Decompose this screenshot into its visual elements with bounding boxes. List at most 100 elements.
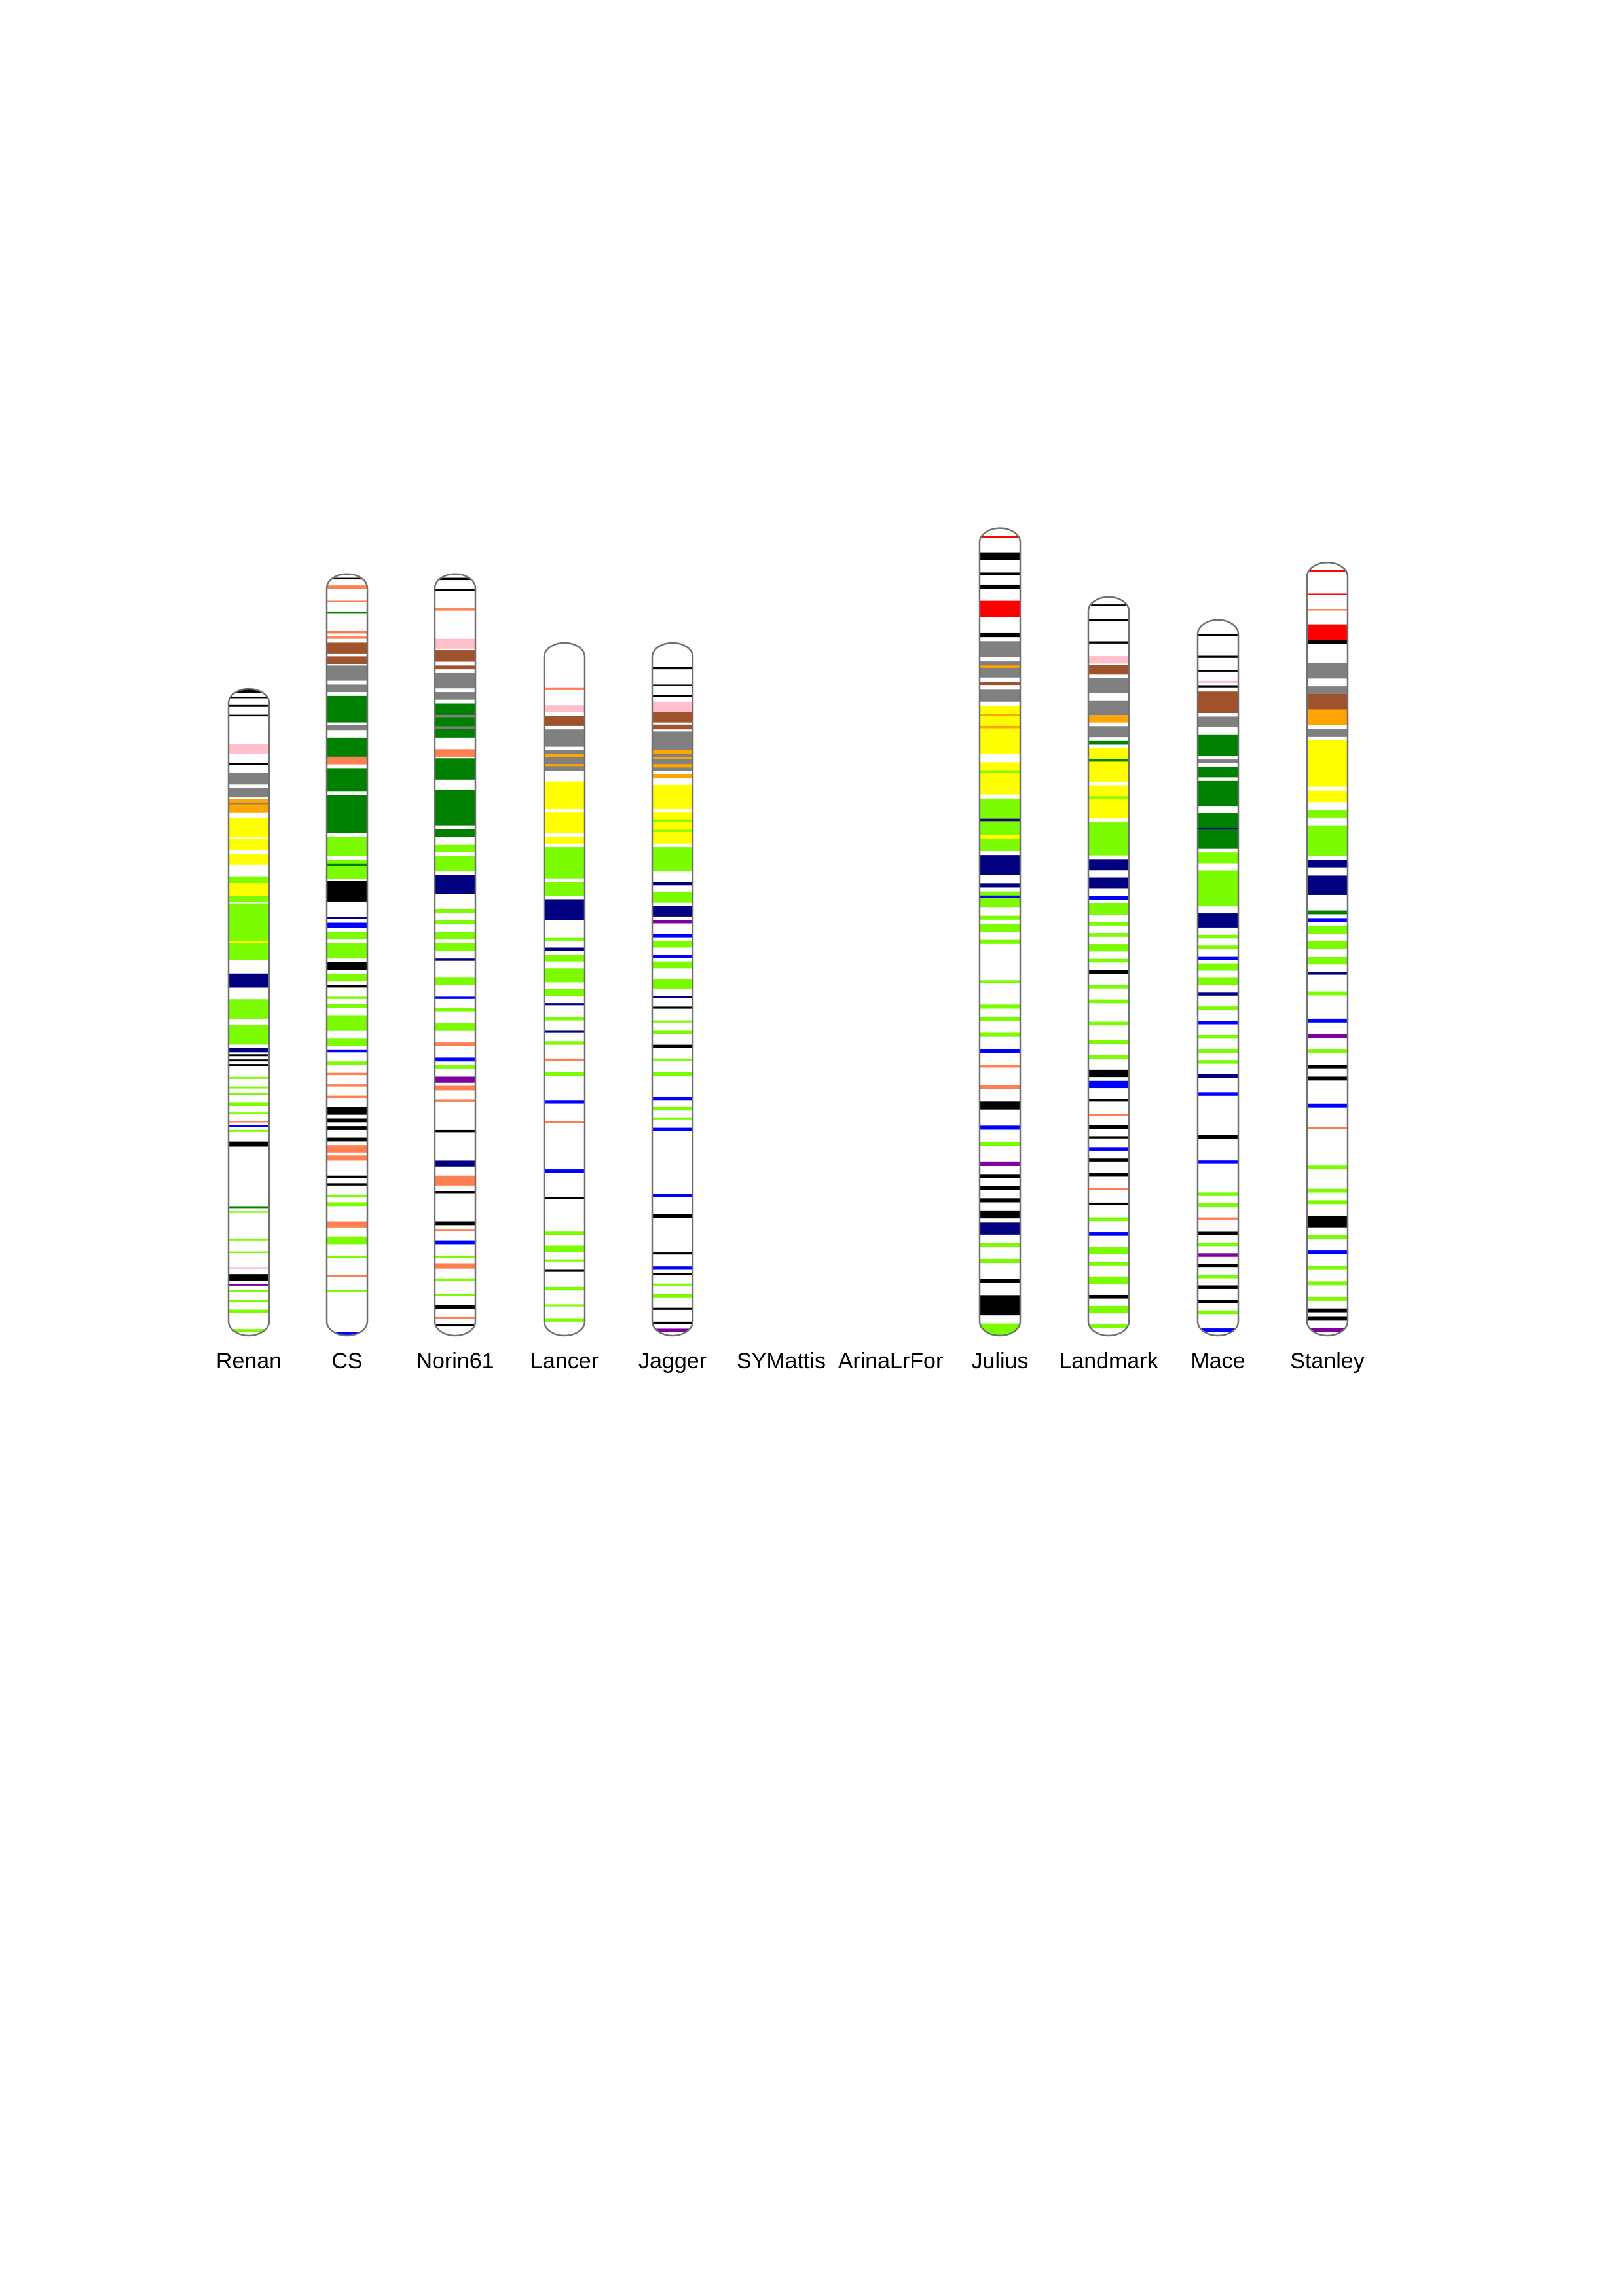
band-lightgreen <box>544 847 585 879</box>
band-lightgreen <box>1088 1021 1129 1026</box>
band-black <box>229 704 269 707</box>
band-lightgreen <box>652 979 693 989</box>
band-lightgreen <box>327 1004 367 1008</box>
band-lightgreen <box>1088 922 1129 926</box>
band-navy <box>229 1048 269 1053</box>
band-lightgreen <box>1088 903 1129 915</box>
band-navy <box>652 906 693 917</box>
band-lightgreen <box>1198 934 1238 939</box>
band-blue <box>229 1125 269 1127</box>
band-black <box>1088 641 1129 644</box>
band-darkgreen <box>327 768 367 792</box>
band-orange <box>652 757 693 759</box>
band-coral <box>544 687 585 690</box>
band-black <box>327 881 367 902</box>
band-lightgreen <box>980 1243 1020 1247</box>
band-lightgreen <box>1088 1276 1129 1285</box>
chromosome-labels: Renan CS Norin61 Lancer Jagger SYMattis ArinaL… <box>216 1349 1365 1374</box>
band-yellow <box>229 941 269 943</box>
band-gray <box>229 788 269 798</box>
band-navy <box>1088 877 1129 889</box>
band-coral <box>544 1121 585 1123</box>
band-coral <box>327 600 367 602</box>
band-lightgreen <box>1307 825 1348 856</box>
band-lightgreen <box>1088 822 1129 856</box>
band-lightgreen <box>1088 1055 1129 1059</box>
chromosome-bands <box>435 577 475 1327</box>
band-lightgreen <box>544 1072 585 1076</box>
band-lightgreen <box>1198 963 1238 971</box>
chromosome-Stanley <box>1306 561 1349 1337</box>
band-yellow <box>544 837 585 844</box>
band-blue <box>327 1049 367 1053</box>
band-lightgreen <box>544 1304 585 1307</box>
band-blue <box>1088 896 1129 900</box>
band-black <box>980 552 1020 560</box>
band-brown <box>980 681 1020 686</box>
band-black <box>761 1383 802 1385</box>
band-navy <box>544 947 585 951</box>
band-lightgreen <box>229 1251 269 1254</box>
band-lightgreen <box>980 798 1020 851</box>
band-darkgreen <box>1198 734 1238 756</box>
band-lightgreen <box>327 943 367 959</box>
band-orange <box>980 714 1020 716</box>
band-blue <box>980 895 1020 898</box>
band-pink <box>229 1267 269 1269</box>
chromosome-outline <box>651 642 694 1337</box>
band-black <box>652 695 693 697</box>
band-coral <box>980 1085 1020 1089</box>
band-coral <box>1307 609 1348 611</box>
band-navy <box>435 1160 475 1167</box>
band-blue <box>1088 1232 1129 1236</box>
band-blue <box>1198 1160 1238 1164</box>
band-black <box>435 589 475 591</box>
band-gray <box>1198 716 1238 727</box>
chromosome-bands <box>1088 604 1129 1328</box>
band-yellow <box>544 781 585 809</box>
band-purple <box>1307 1328 1348 1332</box>
band-cyan <box>761 1380 802 1382</box>
band-coral <box>435 1042 475 1046</box>
band-gray <box>1198 759 1238 763</box>
band-blue <box>980 1049 1020 1053</box>
band-purple <box>1198 1253 1238 1257</box>
band-black <box>980 1101 1020 1110</box>
band-lightgreen <box>544 1286 585 1291</box>
band-lightgreen <box>1088 1040 1129 1044</box>
band-gray <box>1088 700 1129 716</box>
band-lightgreen <box>327 1038 367 1046</box>
band-darkgreen <box>1198 780 1238 807</box>
band-black <box>435 1221 475 1226</box>
band-blue <box>652 1266 693 1270</box>
band-lightgreen <box>327 837 367 856</box>
band-gray <box>1307 663 1348 679</box>
chromosome-background <box>435 574 475 1336</box>
band-navy <box>652 996 693 998</box>
band-gray <box>980 689 1020 702</box>
band-lightgreen <box>229 1093 269 1095</box>
band-brown <box>327 642 367 654</box>
band-black <box>761 1346 802 1348</box>
chromosome-label: Lancer <box>530 1349 599 1374</box>
band-lightgreen <box>1088 944 1129 952</box>
band-red <box>1307 570 1348 572</box>
band-lightgreen <box>652 1294 693 1298</box>
band-yellow <box>1088 785 1129 819</box>
band-lightgreen <box>229 1112 269 1115</box>
band-black <box>652 1252 693 1255</box>
band-red <box>980 600 1020 617</box>
band-lightgreen <box>229 1076 269 1079</box>
chromosome-label: Mace <box>1190 1349 1245 1374</box>
band-gray <box>761 1386 802 1388</box>
band-black <box>327 1137 367 1142</box>
chromosome-label: Landmark <box>1059 1349 1158 1374</box>
band-gray <box>980 661 1020 678</box>
band-darkgreen <box>229 1206 269 1209</box>
band-lightgreen <box>980 1016 1020 1021</box>
band-black <box>761 1344 802 1346</box>
band-gray <box>761 1389 802 1391</box>
band-orange <box>229 799 269 813</box>
band-black <box>1198 1231 1238 1235</box>
band-lightgreen <box>1307 1165 1348 1170</box>
